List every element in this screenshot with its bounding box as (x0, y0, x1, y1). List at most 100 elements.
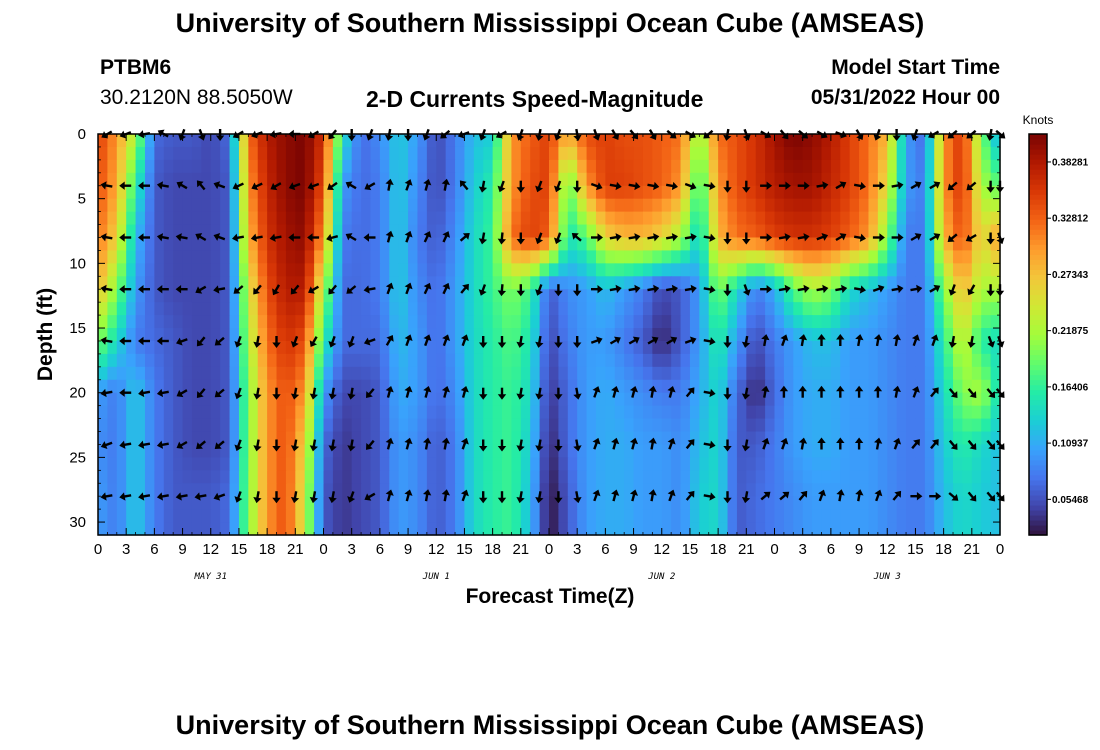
x-tick-label: 0 (94, 541, 102, 558)
arrow-head (497, 342, 507, 348)
colorbar-segment (1029, 189, 1047, 195)
heatmap-cell (605, 328, 616, 342)
heatmap-cell (464, 224, 475, 239)
heatmap-cell (727, 237, 738, 252)
heatmap-cell (154, 405, 165, 420)
heatmap-cell (116, 353, 127, 368)
heatmap-cell (624, 211, 635, 226)
current-arrow (818, 489, 826, 502)
heatmap-cell (934, 315, 945, 329)
heatmap-cell (906, 315, 917, 329)
heatmap-cell (915, 509, 926, 523)
current-arrow (987, 335, 996, 348)
heatmap-cell (191, 263, 202, 277)
arrow-head (893, 437, 902, 445)
heatmap-cell (642, 237, 653, 252)
arrow-head (723, 497, 732, 504)
heatmap-cell (267, 289, 278, 303)
heatmap-cell (783, 340, 794, 355)
heatmap-cell (295, 470, 306, 484)
current-arrow (156, 285, 169, 294)
heatmap-cell (107, 379, 118, 394)
arrow-head (422, 133, 431, 141)
heatmap-cell (877, 302, 888, 316)
heatmap-cell (455, 431, 466, 446)
heatmap-cell (295, 431, 306, 446)
current-arrow (363, 285, 376, 294)
heatmap-cell (680, 289, 691, 303)
heatmap-cell (680, 483, 691, 497)
heatmap-cell (389, 146, 400, 161)
heatmap-cell (755, 315, 766, 329)
heatmap-cell (483, 379, 494, 394)
heatmap-cell (699, 379, 710, 394)
heatmap-cell (934, 237, 945, 252)
heatmap-cell (699, 405, 710, 420)
heatmap-cell (107, 366, 118, 381)
heatmap-cell (549, 198, 559, 213)
arrow-head (766, 285, 773, 294)
arrow-head (423, 489, 432, 496)
heatmap-cell (276, 470, 287, 484)
heatmap-cell (689, 444, 700, 458)
heatmap-cell (304, 250, 315, 264)
heatmap-cell (492, 185, 503, 200)
heatmap-cell (642, 483, 653, 497)
heatmap-cell (323, 237, 334, 252)
heatmap-cell (849, 198, 860, 213)
heatmap-cell (520, 522, 531, 536)
heatmap-cell (896, 405, 907, 420)
current-arrow (497, 336, 507, 348)
heatmap-cell (943, 509, 954, 523)
heatmap-cell (238, 185, 249, 200)
heatmap-cell (774, 418, 785, 433)
heatmap-cell (191, 444, 202, 458)
heatmap-cell (530, 211, 541, 226)
current-arrow (665, 284, 678, 294)
heatmap-cell (614, 470, 625, 484)
heatmap-cell (116, 224, 127, 239)
heatmap-cell (887, 263, 898, 277)
heatmap-cell (567, 509, 578, 523)
x-tick-label: 3 (122, 541, 130, 558)
current-arrow (345, 233, 357, 242)
heatmap-cell (774, 328, 785, 342)
heatmap-cell (539, 211, 550, 226)
current-arrow (760, 285, 773, 294)
heatmap-cell (304, 224, 315, 239)
heatmap-cell (558, 366, 569, 381)
heatmap-cell (652, 366, 663, 381)
arrow-head (328, 340, 337, 348)
heatmap-cell (379, 172, 390, 187)
heatmap-cell (445, 496, 456, 510)
heatmap-cell (558, 302, 569, 316)
heatmap-cell (924, 366, 935, 381)
heatmap-cell (671, 250, 682, 264)
heatmap-cell (426, 198, 437, 213)
heatmap-cell (896, 470, 907, 484)
arrow-head (232, 233, 239, 242)
heatmap-cell (699, 289, 710, 303)
heatmap-cell (361, 328, 372, 342)
heatmap-cell (708, 211, 719, 226)
heatmap-cell (144, 315, 155, 329)
arrow-head (986, 290, 995, 297)
heatmap-cell (577, 289, 588, 303)
heatmap-cell (887, 379, 898, 394)
heatmap-cell (953, 315, 964, 329)
heatmap-cell (238, 159, 249, 174)
heatmap-cell (436, 159, 447, 174)
current-arrow (385, 334, 394, 346)
current-arrow (873, 128, 882, 141)
arrow-head (988, 442, 996, 450)
heatmap-cell (304, 379, 315, 394)
heatmap-cell (257, 134, 268, 148)
heatmap-cell (661, 185, 672, 200)
heatmap-cell (417, 134, 428, 148)
arrow-head (100, 233, 107, 242)
heatmap-cell (408, 405, 419, 420)
arrow-head (803, 233, 810, 242)
heatmap-cell (605, 496, 616, 510)
heatmap-cell (802, 496, 813, 510)
heatmap-cell (276, 457, 287, 471)
